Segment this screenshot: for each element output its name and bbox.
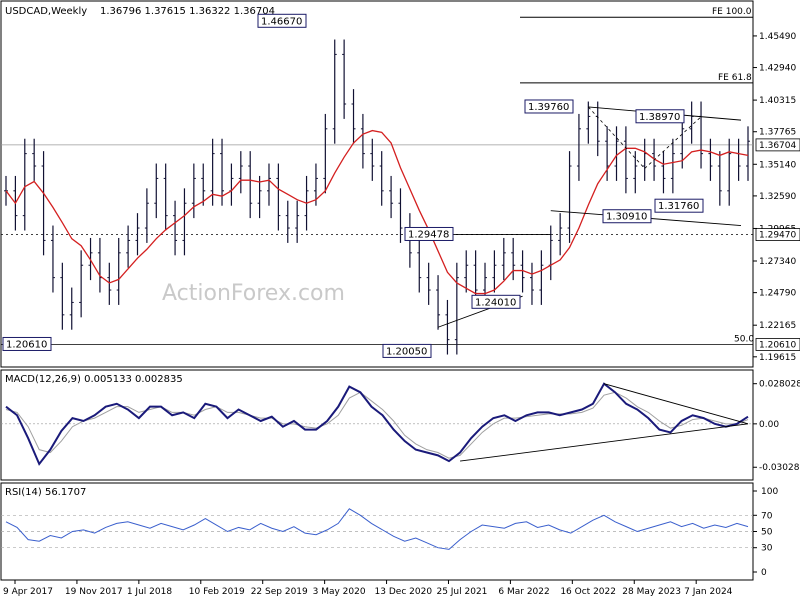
price-annotation-box	[471, 294, 521, 309]
macd-line	[5, 382, 749, 466]
price-annotation: 1.38970	[639, 112, 680, 123]
rsi-y-tick-label: 70	[761, 511, 773, 521]
level-tag-1-29470: 1.29470	[759, 231, 796, 241]
x-tick-label: 13 Dec 2020	[375, 587, 433, 597]
price-annotation: 1.30910	[606, 212, 647, 223]
axis-layer: 1.45490 1.42940 1.40315 1.37765 1.35140 1.325…	[3, 32, 800, 597]
price-y-tick-label: 1.35140	[759, 160, 796, 170]
price-annotation-box	[524, 99, 574, 114]
x-tick-label: 16 Oct 2022	[560, 587, 616, 597]
x-tick-label: 7 Jan 2024	[684, 587, 732, 597]
price-annotation-box	[635, 109, 685, 124]
rsi-y-tick-label: 50	[761, 528, 773, 538]
price-y-tick-label: 1.45490	[759, 32, 796, 42]
rsi-y-tick-label: 30	[761, 544, 773, 554]
x-tick-label: 22 Sep 2019	[251, 587, 308, 597]
fib-50-label: 50.0	[734, 334, 754, 344]
price-annotation-box	[654, 198, 704, 213]
price-y-tick-label: 1.32590	[759, 192, 796, 202]
dotted-swing-line	[588, 106, 645, 169]
main-price-panel	[0, 0, 754, 368]
x-tick-label: 6 Mar 2022	[498, 587, 549, 597]
rsi-panel	[0, 482, 754, 581]
x-tick-label: 9 Apr 2017	[3, 587, 53, 597]
fe-61-8-label: FE 61.8	[718, 73, 752, 83]
watermark: ActionForex.com	[162, 281, 345, 306]
price-annotation-box	[257, 13, 307, 28]
x-tick-label: 19 Nov 2017	[65, 587, 123, 597]
level-tag-box-1-29470	[755, 228, 800, 241]
x-tick-label: 25 Jul 2021	[436, 587, 487, 597]
x-tick-label: 1 Jul 2018	[127, 587, 172, 597]
price-y-tick-label: 1.27340	[759, 257, 796, 267]
price-annotation: 1.20610	[6, 339, 47, 350]
macd-panel	[0, 369, 754, 481]
ohlc-readout: 1.36796 1.37615 1.36322 1.36704	[100, 6, 275, 17]
rsi-layer	[1, 508, 753, 550]
price-annotation: 1.29478	[408, 229, 449, 240]
x-tick-label: 10 Feb 2019	[189, 587, 245, 597]
price-annotation-box	[2, 336, 52, 351]
rsi-y-tick-label: 0	[761, 568, 767, 578]
price-y-tick-label: 1.42940	[759, 64, 796, 74]
price-annotation-box	[602, 209, 652, 224]
price-y-tick-label: 1.40315	[759, 96, 796, 106]
price-annotation-box	[404, 226, 454, 241]
macd-signal-line	[5, 391, 749, 459]
fe-100-label: FE 100.0	[712, 7, 752, 17]
macd-resistance-trendline	[603, 383, 749, 425]
macd-y-tick-label: 0.00	[759, 420, 779, 430]
macd-y-tick-label: -0.030286	[759, 463, 800, 473]
price-annotation: 1.24010	[475, 297, 516, 308]
price-annotation: 1.39760	[528, 102, 569, 113]
rsi-y-tick-label: 100	[761, 487, 778, 497]
price-annotation: 1.31760	[658, 201, 699, 212]
dotted-swing-line-2	[644, 116, 702, 169]
macd-layer	[1, 382, 753, 466]
price-y-tick-label: 1.19615	[759, 353, 796, 363]
moving-average-line	[5, 129, 749, 295]
macd-title: MACD(12,26,9) 0.005133 0.002835	[5, 374, 183, 385]
price-annotation: 1.20050	[386, 346, 427, 357]
x-tick-label: 3 May 2020	[313, 587, 366, 597]
rsi-title: RSI(14) 56.1707	[5, 487, 86, 498]
price-annotation-box	[382, 343, 432, 358]
macd-support-trendline	[460, 423, 749, 462]
level-tag-1-20610: 1.20610	[759, 340, 796, 350]
price-y-tick-label: 1.22165	[759, 321, 796, 331]
price-layer: FE 100.0 FE 61.8 50.0 1.46670 1.39760 1.38970…	[1, 7, 754, 358]
level-tag-box-1-20610	[755, 338, 800, 351]
main-chart-title: USDCAD,Weekly	[5, 6, 87, 17]
rsi-line	[5, 508, 749, 550]
price-y-tick-label: 1.37765	[759, 128, 796, 138]
current-price-tag-box	[755, 138, 800, 152]
current-price-tag: 1.36704	[759, 141, 796, 151]
x-tick-label: 28 May 2023	[622, 587, 681, 597]
price-annotation: 1.46670	[261, 16, 302, 27]
macd-y-tick-label: 0.028028	[759, 380, 800, 390]
price-y-tick-label: 1.24790	[759, 289, 796, 299]
